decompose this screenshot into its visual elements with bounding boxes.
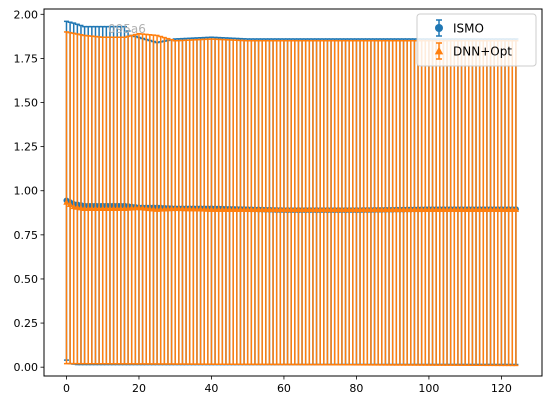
data-point xyxy=(63,199,70,205)
y-tick-label: 0.75 xyxy=(14,229,39,242)
y-tick-label: 1.25 xyxy=(14,141,39,154)
data-point xyxy=(66,201,74,207)
y-tick-label: 2.00 xyxy=(14,8,39,21)
plot-frame xyxy=(43,8,543,377)
y-tick-label: 1.50 xyxy=(14,97,39,110)
x-tick-label: 20 xyxy=(132,382,146,395)
y-axis: 0.00 0.25 0.50 0.75 1.00 1.25 1.50 1.75 2.00 xyxy=(14,8,44,374)
series-dnn-opt xyxy=(63,31,520,367)
plot-marks xyxy=(63,20,520,367)
legend-box xyxy=(416,13,537,67)
legend-marker xyxy=(435,24,443,32)
legend-marker xyxy=(434,46,444,55)
x-tick-label: 120 xyxy=(491,382,512,395)
x-tick-label: 40 xyxy=(204,382,218,395)
y-tick-label: 1.00 xyxy=(14,185,39,198)
watermark-text: 095a6 xyxy=(108,22,146,36)
x-tick-label: 80 xyxy=(349,382,363,395)
y-tick-label: 1.75 xyxy=(14,52,39,65)
x-axis: 0 20 40 60 80 100 120 xyxy=(63,376,512,395)
legend-label: ISMO xyxy=(453,22,484,36)
x-tick-label: 60 xyxy=(277,382,291,395)
chart-legend: ISMO DNN+Opt xyxy=(416,13,537,67)
x-tick-label: 100 xyxy=(418,382,439,395)
y-tick-label: 0.25 xyxy=(14,317,39,330)
y-tick-label: 0.50 xyxy=(14,273,39,286)
y-tick-label: 0.00 xyxy=(14,361,39,374)
data-point xyxy=(512,206,520,212)
legend-label: DNN+Opt xyxy=(453,45,512,59)
x-tick-label: 0 xyxy=(63,382,70,395)
